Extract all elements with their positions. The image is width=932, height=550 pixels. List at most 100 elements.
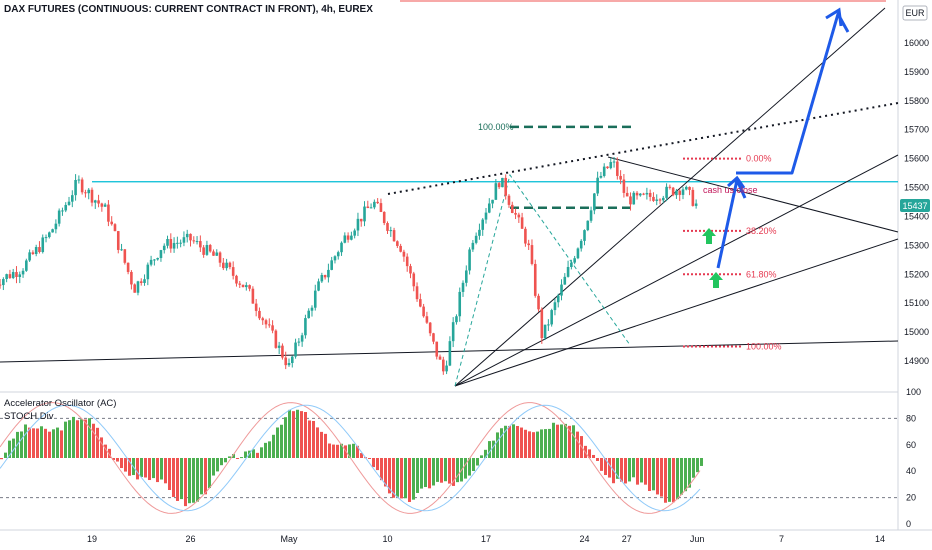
- time-tick-label: 27: [622, 534, 632, 544]
- ac-histogram-bar: [428, 458, 431, 489]
- ac-histogram-bar: [204, 458, 207, 495]
- candle-body: [451, 322, 455, 342]
- candle-body: [514, 212, 517, 215]
- ac-histogram-bar: [356, 445, 359, 458]
- candle-body: [586, 220, 590, 231]
- candle-body: [169, 239, 173, 249]
- candle-body: [520, 217, 524, 229]
- candle-body: [268, 324, 271, 326]
- candle-body: [277, 345, 281, 348]
- ac-histogram-bar: [280, 424, 283, 458]
- ac-histogram-bar: [404, 458, 407, 499]
- candle-body: [34, 247, 38, 255]
- candle-body: [307, 310, 310, 319]
- ac-histogram-bar: [64, 421, 67, 458]
- price-tick-label: 15700: [904, 125, 929, 135]
- candle-body: [399, 245, 402, 252]
- time-axis[interactable]: 19 26 May 10 17 24 27 Jun 7 14: [87, 534, 885, 544]
- ac-histogram-bar: [492, 440, 495, 458]
- candle-body: [199, 241, 202, 248]
- ac-histogram-bar: [560, 424, 563, 458]
- ac-histogram-bar: [688, 458, 691, 488]
- candle-body: [189, 233, 192, 241]
- candle-body: [616, 161, 619, 176]
- ac-histogram-bar: [616, 458, 619, 479]
- candle-body: [136, 281, 140, 293]
- candle-body: [487, 203, 491, 213]
- ac-histogram-bar: [348, 444, 351, 458]
- candle-body: [665, 186, 668, 198]
- ac-histogram-bar: [644, 458, 647, 485]
- ac-histogram-bar: [656, 458, 659, 495]
- candle-body: [182, 237, 186, 243]
- candle-body: [579, 240, 583, 249]
- ac-histogram-bar: [8, 440, 11, 458]
- candle-body: [320, 275, 324, 282]
- time-tick-label: May: [280, 534, 298, 544]
- candle-body: [415, 286, 419, 300]
- candle-body: [560, 284, 563, 296]
- ac-histogram-bar: [420, 458, 423, 489]
- fan-line-low: [454, 238, 899, 387]
- ac-histogram-bar: [312, 420, 315, 458]
- time-tick-label: 26: [185, 534, 195, 544]
- price-tick-label: 15500: [904, 183, 929, 193]
- ac-histogram-bar: [652, 458, 655, 491]
- candle-body: [668, 186, 672, 188]
- ac-histogram-bar: [4, 452, 7, 458]
- candle-body: [300, 335, 304, 342]
- candle-body: [130, 271, 133, 285]
- ac-histogram-bar: [32, 428, 35, 458]
- candle-body: [297, 341, 301, 343]
- candle-body: [655, 199, 659, 201]
- ac-histogram-bar: [648, 458, 651, 492]
- candle-body: [465, 270, 468, 283]
- candle-body: [195, 241, 199, 243]
- time-tick-label: 19: [87, 534, 97, 544]
- candle-body: [504, 177, 507, 196]
- candle-body: [359, 218, 363, 222]
- candle-body: [254, 303, 258, 311]
- currency-badge[interactable]: EUR: [902, 5, 928, 21]
- price-axis[interactable]: 16000 15900 15800 15700 15600 15500 15400 15300…: [904, 38, 929, 366]
- candle-body: [231, 267, 235, 276]
- ac-histogram-bar: [172, 458, 175, 497]
- candle-body: [484, 212, 488, 220]
- candle-body: [107, 204, 110, 222]
- candle-body: [442, 359, 445, 372]
- candle-body: [290, 356, 294, 364]
- candle-body: [139, 281, 143, 283]
- ac-histogram-bar: [512, 424, 515, 458]
- candle-body: [116, 231, 120, 250]
- candle-body: [547, 324, 550, 326]
- ac-histogram-bar: [76, 420, 79, 458]
- candle-body: [48, 232, 51, 238]
- candle-body: [573, 258, 576, 263]
- ac-histogram-bar: [592, 454, 595, 458]
- candle-body: [185, 233, 189, 238]
- ac-histogram-bar: [608, 458, 611, 478]
- ac-histogram-bar: [576, 431, 579, 458]
- candle-body: [379, 203, 383, 212]
- candle-body: [343, 235, 347, 243]
- candle-body: [392, 230, 396, 242]
- candle-body: [632, 192, 636, 205]
- ac-histogram-bar: [400, 458, 403, 499]
- ac-histogram-bar: [60, 430, 63, 458]
- candle-body: [202, 247, 205, 255]
- ac-histogram-bar: [128, 458, 131, 476]
- candle-body: [166, 239, 169, 246]
- candle-body: [435, 341, 439, 357]
- ac-histogram-bar: [320, 431, 323, 458]
- ac-histogram-bar: [516, 425, 519, 458]
- ac-histogram-bar: [12, 438, 15, 458]
- candle-body: [445, 365, 448, 372]
- time-tick-label: 17: [481, 534, 491, 544]
- candle-body: [333, 256, 337, 261]
- ac-histogram-bar: [384, 458, 387, 487]
- ac-histogram-bar: [472, 458, 475, 472]
- candle-body: [599, 175, 603, 178]
- ac-histogram-bar: [564, 423, 567, 458]
- candle-body: [71, 195, 74, 202]
